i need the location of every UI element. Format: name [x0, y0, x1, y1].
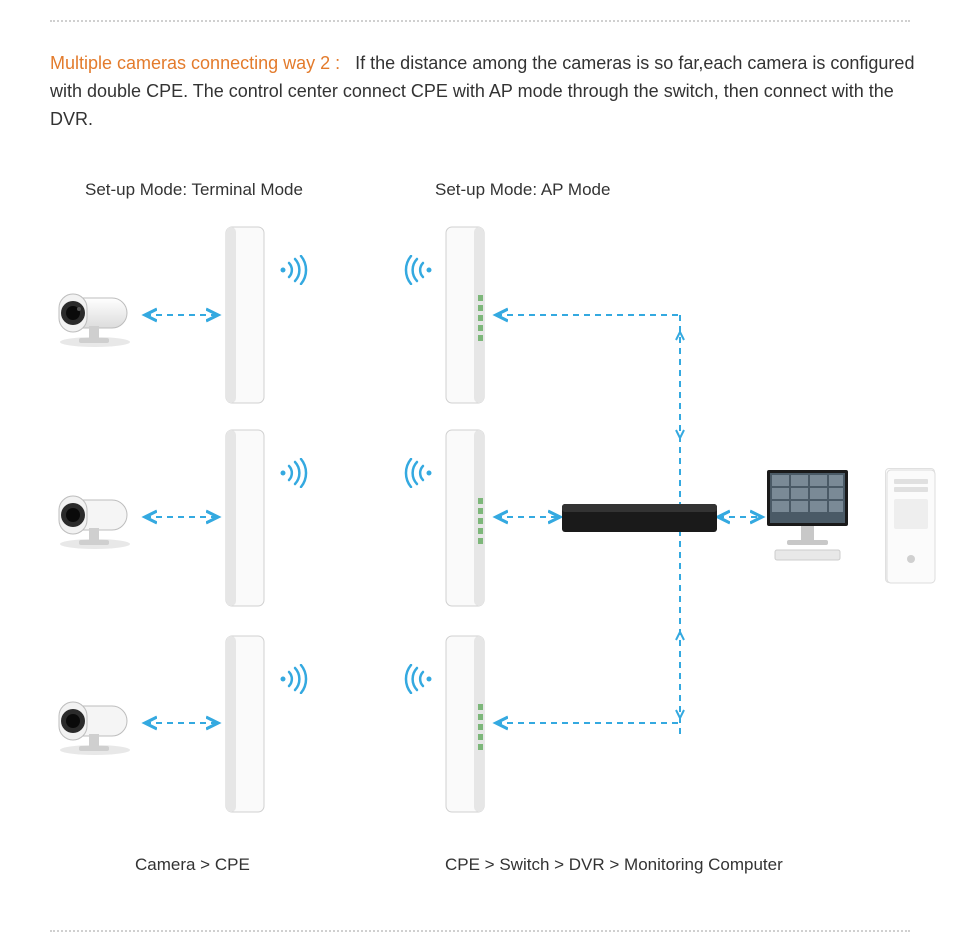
wifi-receive-icon — [404, 664, 434, 701]
network-diagram — [0, 210, 960, 870]
network-switch-icon — [562, 504, 717, 532]
wifi-receive-icon — [404, 458, 434, 495]
camera-icon — [45, 482, 145, 552]
cpe-terminal-icon — [220, 634, 270, 814]
flow-label-right: CPE > Switch > DVR > Monitoring Computer — [445, 855, 783, 875]
wifi-emit-icon — [278, 255, 308, 292]
wifi-receive-icon — [404, 255, 434, 292]
divider-bottom — [50, 930, 910, 932]
intro-lead: Multiple cameras connecting way 2 : — [50, 53, 340, 73]
camera-icon — [45, 688, 145, 758]
cpe-ap-icon — [440, 634, 490, 814]
divider-top — [50, 20, 910, 22]
cpe-ap-icon — [440, 428, 490, 608]
intro-paragraph: Multiple cameras connecting way 2 : If t… — [50, 50, 930, 134]
mode-label-ap: Set-up Mode: AP Mode — [435, 180, 610, 200]
wifi-emit-icon — [278, 458, 308, 495]
cpe-terminal-icon — [220, 428, 270, 608]
pc-tower-icon — [885, 468, 935, 583]
wifi-emit-icon — [278, 664, 308, 701]
camera-icon — [45, 280, 145, 350]
cpe-ap-icon — [440, 225, 490, 405]
monitor-icon — [765, 468, 850, 558]
cpe-terminal-icon — [220, 225, 270, 405]
flow-label-left: Camera > CPE — [135, 855, 250, 875]
mode-label-terminal: Set-up Mode: Terminal Mode — [85, 180, 303, 200]
